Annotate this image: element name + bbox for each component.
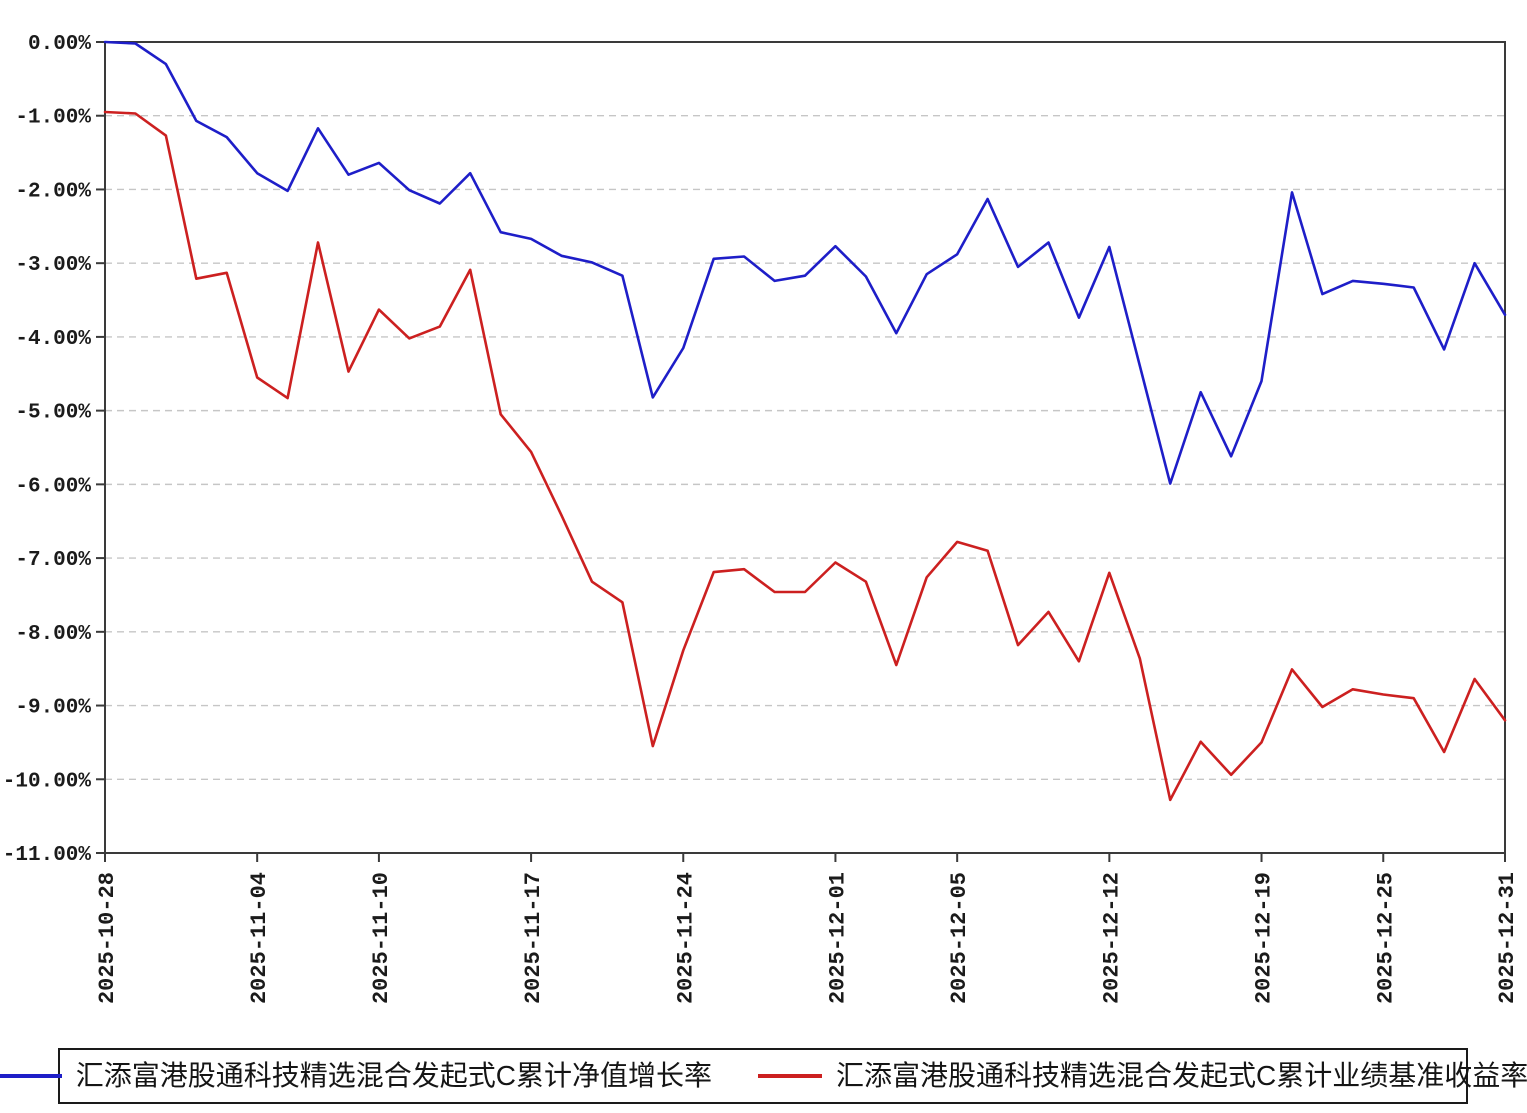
y-axis-tick-label: -7.00% xyxy=(15,549,91,572)
y-axis-tick-label: 0.00% xyxy=(28,33,91,56)
legend-item-fund: 汇添富港股通科技精选混合发起式C累计净值增长率 xyxy=(0,1062,712,1090)
benchmark-line-sample xyxy=(758,1074,822,1078)
y-axis-tick-label: -11.00% xyxy=(3,844,92,867)
y-axis-tick-label: -4.00% xyxy=(15,328,91,351)
plot-border xyxy=(104,41,1506,854)
x-axis-tick-label: 2025-12-31 xyxy=(1495,872,1520,1004)
y-axis-tick-label: -2.00% xyxy=(15,180,91,203)
x-axis-tick-label: 2025-12-01 xyxy=(825,872,850,1004)
y-axis-tick-label: -5.00% xyxy=(15,402,91,425)
fund-legend-label: 汇添富港股通科技精选混合发起式C累计净值增长率 xyxy=(75,1060,712,1091)
y-axis-tick-label: -9.00% xyxy=(15,697,91,720)
x-axis-tick-label: 2025-11-04 xyxy=(247,872,272,1004)
benchmark-legend-label: 汇添富港股通科技精选混合发起式C累计业绩基准收益率 xyxy=(836,1060,1527,1091)
fund-series-line xyxy=(103,40,1507,485)
y-axis-tick-label: -10.00% xyxy=(3,770,92,793)
x-axis-tick-label: 2025-11-24 xyxy=(673,872,698,1004)
x-axis-tick-label: 2025-12-19 xyxy=(1252,872,1277,1004)
x-axis-tick-label: 2025-10-28 xyxy=(95,872,120,1004)
x-axis-tick-label: 2025-11-10 xyxy=(369,872,394,1004)
benchmark-series-line xyxy=(103,110,1507,802)
fund-line-sample xyxy=(0,1074,62,1078)
y-axis-tick-label: -3.00% xyxy=(15,254,91,277)
legend-item-benchmark: 汇添富港股通科技精选混合发起式C累计业绩基准收益率 xyxy=(758,1062,1527,1090)
x-axis-tick-label: 2025-12-25 xyxy=(1373,872,1398,1004)
x-axis-tick-label: 2025-12-05 xyxy=(947,872,972,1004)
y-axis-tick-label: -6.00% xyxy=(15,475,91,498)
y-axis-tick-label: -8.00% xyxy=(15,623,91,646)
x-axis-tick-label: 2025-12-12 xyxy=(1099,872,1124,1004)
legend: 汇添富港股通科技精选混合发起式C累计净值增长率 汇添富港股通科技精选混合发起式C… xyxy=(0,1048,1527,1104)
y-axis-tick-label: -1.00% xyxy=(15,107,91,130)
x-axis-tick-label: 2025-11-17 xyxy=(521,872,546,1004)
